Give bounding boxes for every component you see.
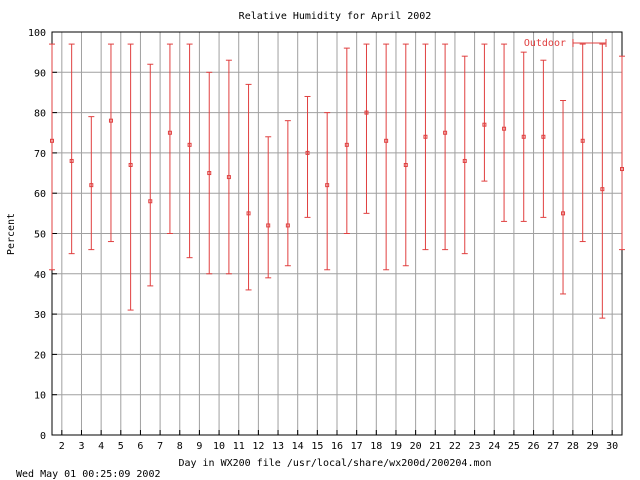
data-point — [580, 138, 585, 143]
data-point — [462, 158, 467, 163]
y-tick-label: 0 — [40, 431, 46, 442]
x-tick-label: 13 — [272, 441, 284, 452]
x-tick-label: 23 — [469, 441, 481, 452]
y-tick-label: 80 — [34, 109, 46, 120]
y-tick-label: 30 — [34, 310, 46, 321]
data-point — [344, 142, 349, 147]
data-point — [403, 162, 408, 167]
x-axis-label: Day in WX200 file /usr/local/share/wx200… — [178, 458, 491, 469]
data-point — [364, 110, 369, 115]
data-point — [443, 130, 448, 135]
x-tick-label: 19 — [390, 441, 402, 452]
data-point — [620, 167, 624, 172]
x-tick-label: 9 — [196, 441, 202, 452]
data-point — [266, 223, 271, 228]
x-tick-label: 27 — [547, 441, 559, 452]
x-tick-label: 12 — [252, 441, 264, 452]
y-axis-label: Percent — [6, 213, 17, 255]
x-tick-label: 20 — [410, 441, 422, 452]
y-tick-label: 10 — [34, 391, 46, 402]
data-point — [541, 134, 546, 139]
data-point — [69, 158, 74, 163]
data-point — [50, 138, 54, 143]
data-point — [502, 126, 507, 131]
x-tick-label: 14 — [292, 441, 304, 452]
y-tick-label: 90 — [34, 68, 46, 79]
data-series — [49, 43, 625, 319]
x-tick-label: 6 — [137, 441, 143, 452]
data-point — [285, 223, 290, 228]
legend: Outdoor — [524, 38, 607, 49]
x-tick-label: 22 — [449, 441, 461, 452]
x-tick-label: 15 — [311, 441, 323, 452]
y-axis: 0 10 20 30 40 50 60 70 80 90 100 — [28, 28, 57, 442]
x-tick-label: 24 — [488, 441, 500, 452]
x-tick-label: 8 — [177, 441, 183, 452]
x-tick-label: 10 — [213, 441, 225, 452]
x-tick-label: 17 — [351, 441, 363, 452]
data-point — [226, 175, 231, 180]
x-tick-label: 18 — [370, 441, 382, 452]
data-point — [89, 183, 94, 188]
data-point — [246, 211, 251, 216]
data-point — [187, 142, 192, 147]
data-point — [148, 199, 153, 204]
x-tick-label: 4 — [98, 441, 104, 452]
x-tick-label: 26 — [528, 441, 540, 452]
data-point — [561, 211, 566, 216]
data-point — [167, 130, 172, 135]
data-point — [108, 118, 113, 123]
data-point — [482, 122, 487, 127]
x-tick-label: 30 — [606, 441, 618, 452]
x-tick-label: 29 — [586, 441, 598, 452]
x-tick-label: 25 — [508, 441, 520, 452]
grid-lines — [52, 32, 622, 435]
data-point — [128, 162, 133, 167]
timestamp-footer: Wed May 01 00:25:09 2002 — [16, 469, 161, 480]
data-point — [207, 171, 212, 176]
x-tick-label: 11 — [233, 441, 245, 452]
x-axis: 2 3 4 5 6 7 8 9 10 11 12 13 14 15 16 17 18 19 20 21 22 23 24 25… — [59, 430, 618, 452]
chart-title: Relative Humidity for April 2002 — [239, 11, 432, 22]
x-tick-label: 7 — [157, 441, 163, 452]
x-tick-label: 3 — [78, 441, 84, 452]
data-point — [305, 150, 310, 155]
y-tick-label: 100 — [28, 28, 46, 39]
y-tick-label: 50 — [34, 230, 46, 241]
data-point — [600, 187, 605, 192]
data-point — [325, 183, 330, 188]
data-point — [521, 134, 526, 139]
x-tick-label: 16 — [331, 441, 343, 452]
legend-label-outdoor: Outdoor — [524, 38, 566, 49]
data-point — [423, 134, 428, 139]
y-tick-label: 40 — [34, 270, 46, 281]
x-tick-label: 2 — [59, 441, 65, 452]
y-tick-label: 70 — [34, 149, 46, 160]
y-tick-label: 60 — [34, 189, 46, 200]
x-tick-label: 21 — [429, 441, 441, 452]
x-tick-label: 28 — [567, 441, 579, 452]
data-point — [384, 138, 389, 143]
y-tick-label: 20 — [34, 350, 46, 361]
x-tick-label: 5 — [118, 441, 124, 452]
